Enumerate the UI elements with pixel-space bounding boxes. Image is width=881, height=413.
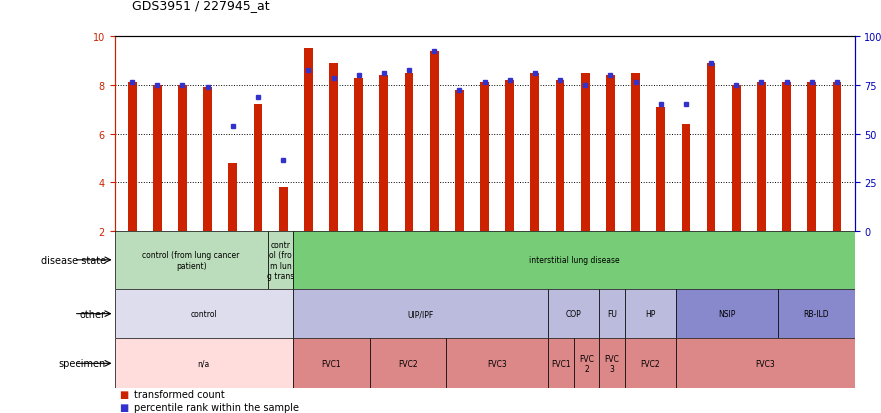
Bar bbox=[128, 83, 137, 231]
Bar bbox=[782, 83, 791, 231]
Text: COP: COP bbox=[566, 309, 581, 318]
Bar bbox=[178, 86, 187, 231]
Bar bbox=[757, 83, 766, 231]
Text: interstitial lung disease: interstitial lung disease bbox=[529, 256, 619, 265]
Bar bbox=[556, 81, 565, 231]
Bar bbox=[807, 83, 816, 231]
Bar bbox=[599, 289, 625, 339]
Bar bbox=[480, 83, 489, 231]
Text: HP: HP bbox=[645, 309, 655, 318]
Bar bbox=[530, 74, 539, 231]
Text: FVC
3: FVC 3 bbox=[604, 354, 619, 373]
Text: ■: ■ bbox=[119, 389, 128, 399]
Bar bbox=[293, 289, 548, 339]
Text: disease state: disease state bbox=[41, 255, 106, 265]
Bar bbox=[293, 231, 855, 289]
Text: control (from lung cancer
patient): control (from lung cancer patient) bbox=[143, 251, 240, 270]
Text: GDS3951 / 227945_at: GDS3951 / 227945_at bbox=[132, 0, 270, 12]
Bar bbox=[204, 88, 212, 231]
Bar bbox=[254, 105, 263, 231]
Bar bbox=[682, 125, 691, 231]
Bar bbox=[732, 86, 741, 231]
Text: FVC3: FVC3 bbox=[487, 359, 507, 368]
Bar bbox=[631, 74, 640, 231]
Bar bbox=[625, 289, 676, 339]
Bar bbox=[548, 289, 599, 339]
Bar bbox=[115, 289, 293, 339]
Bar bbox=[581, 74, 589, 231]
Text: specimen: specimen bbox=[58, 358, 106, 368]
Bar bbox=[833, 83, 841, 231]
Bar bbox=[404, 74, 413, 231]
Text: FVC3: FVC3 bbox=[755, 359, 775, 368]
Bar bbox=[115, 339, 293, 388]
Bar bbox=[370, 339, 447, 388]
Bar bbox=[656, 107, 665, 231]
Text: percentile rank within the sample: percentile rank within the sample bbox=[134, 402, 299, 412]
Text: FVC2: FVC2 bbox=[640, 359, 660, 368]
Text: NSIP: NSIP bbox=[718, 309, 736, 318]
Bar bbox=[278, 188, 287, 231]
Bar bbox=[676, 289, 778, 339]
Text: FVC1: FVC1 bbox=[552, 359, 571, 368]
Bar bbox=[599, 339, 625, 388]
Bar bbox=[506, 81, 515, 231]
Bar bbox=[115, 231, 268, 289]
Bar bbox=[455, 90, 463, 231]
Bar bbox=[625, 339, 676, 388]
Text: other: other bbox=[79, 309, 106, 319]
Text: contr
ol (fro
m lun
g trans: contr ol (fro m lun g trans bbox=[267, 240, 294, 280]
Bar bbox=[606, 76, 615, 231]
Text: UIP/IPF: UIP/IPF bbox=[408, 309, 433, 318]
Text: FVC1: FVC1 bbox=[322, 359, 341, 368]
Bar bbox=[707, 64, 715, 231]
Bar bbox=[228, 163, 237, 231]
Bar bbox=[268, 231, 293, 289]
Bar bbox=[778, 289, 855, 339]
Bar bbox=[153, 86, 162, 231]
Bar bbox=[447, 339, 548, 388]
Text: RB-ILD: RB-ILD bbox=[803, 309, 829, 318]
Bar bbox=[574, 339, 599, 388]
Text: FVC
2: FVC 2 bbox=[579, 354, 594, 373]
Bar bbox=[304, 49, 313, 231]
Bar bbox=[293, 339, 370, 388]
Text: FU: FU bbox=[607, 309, 617, 318]
Bar bbox=[380, 76, 389, 231]
Text: control: control bbox=[190, 309, 218, 318]
Text: n/a: n/a bbox=[197, 359, 210, 368]
Bar bbox=[676, 339, 855, 388]
Bar bbox=[430, 52, 439, 231]
Text: ■: ■ bbox=[119, 402, 128, 412]
Bar bbox=[548, 339, 574, 388]
Text: transformed count: transformed count bbox=[134, 389, 225, 399]
Bar bbox=[329, 64, 338, 231]
Text: FVC2: FVC2 bbox=[398, 359, 418, 368]
Bar bbox=[354, 78, 363, 231]
